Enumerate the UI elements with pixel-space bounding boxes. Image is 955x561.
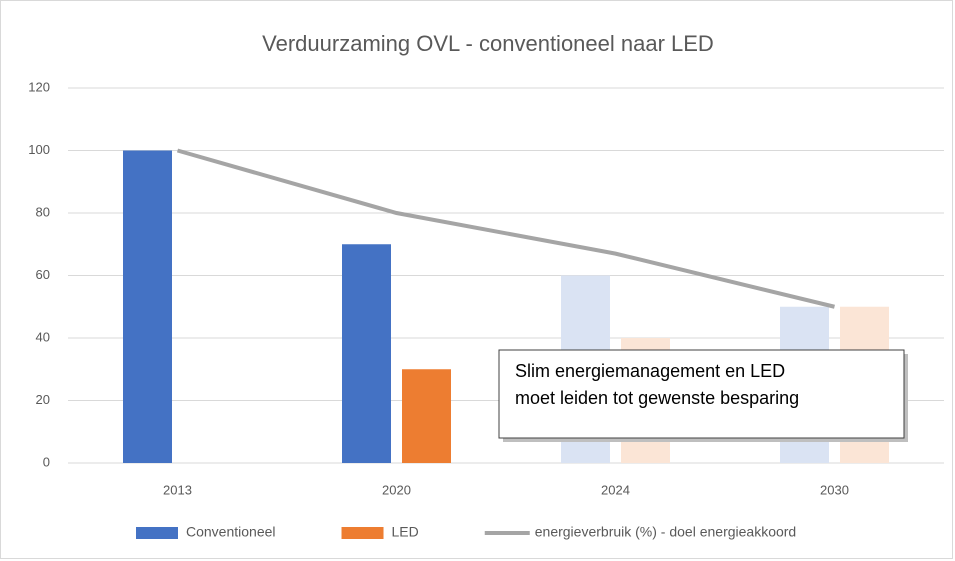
bar: [123, 150, 172, 463]
annotation-text: moet leiden tot gewenste besparing: [515, 388, 799, 408]
bar: [402, 369, 451, 463]
y-tick-label: 20: [36, 392, 50, 407]
annotation-box: [498, 349, 905, 439]
y-tick-label: 0: [43, 454, 50, 469]
chart-title: Verduurzaming OVL - conventioneel naar L…: [262, 31, 714, 56]
y-tick-label: 40: [36, 329, 50, 344]
x-tick-label: 2024: [601, 482, 630, 497]
x-tick-label: 2013: [163, 482, 192, 497]
y-tick-label: 120: [28, 79, 50, 94]
legend-swatch: [136, 527, 178, 539]
x-tick-label: 2020: [382, 482, 411, 497]
line: [176, 148, 835, 309]
y-tick-label: 60: [36, 267, 50, 282]
y-tick-label: 100: [28, 142, 50, 157]
y-tick-label: 80: [36, 204, 50, 219]
bar: [342, 244, 391, 463]
annotation-text: Slim energiemanagement en LED: [515, 361, 785, 381]
legend-label: Conventioneel: [186, 524, 276, 540]
legend-swatch: [341, 527, 384, 539]
legend-label: LED: [392, 524, 419, 540]
legend-label: energieverbruik (%) - doel energieakkoor…: [535, 524, 796, 540]
x-tick-label: 2030: [820, 482, 849, 497]
